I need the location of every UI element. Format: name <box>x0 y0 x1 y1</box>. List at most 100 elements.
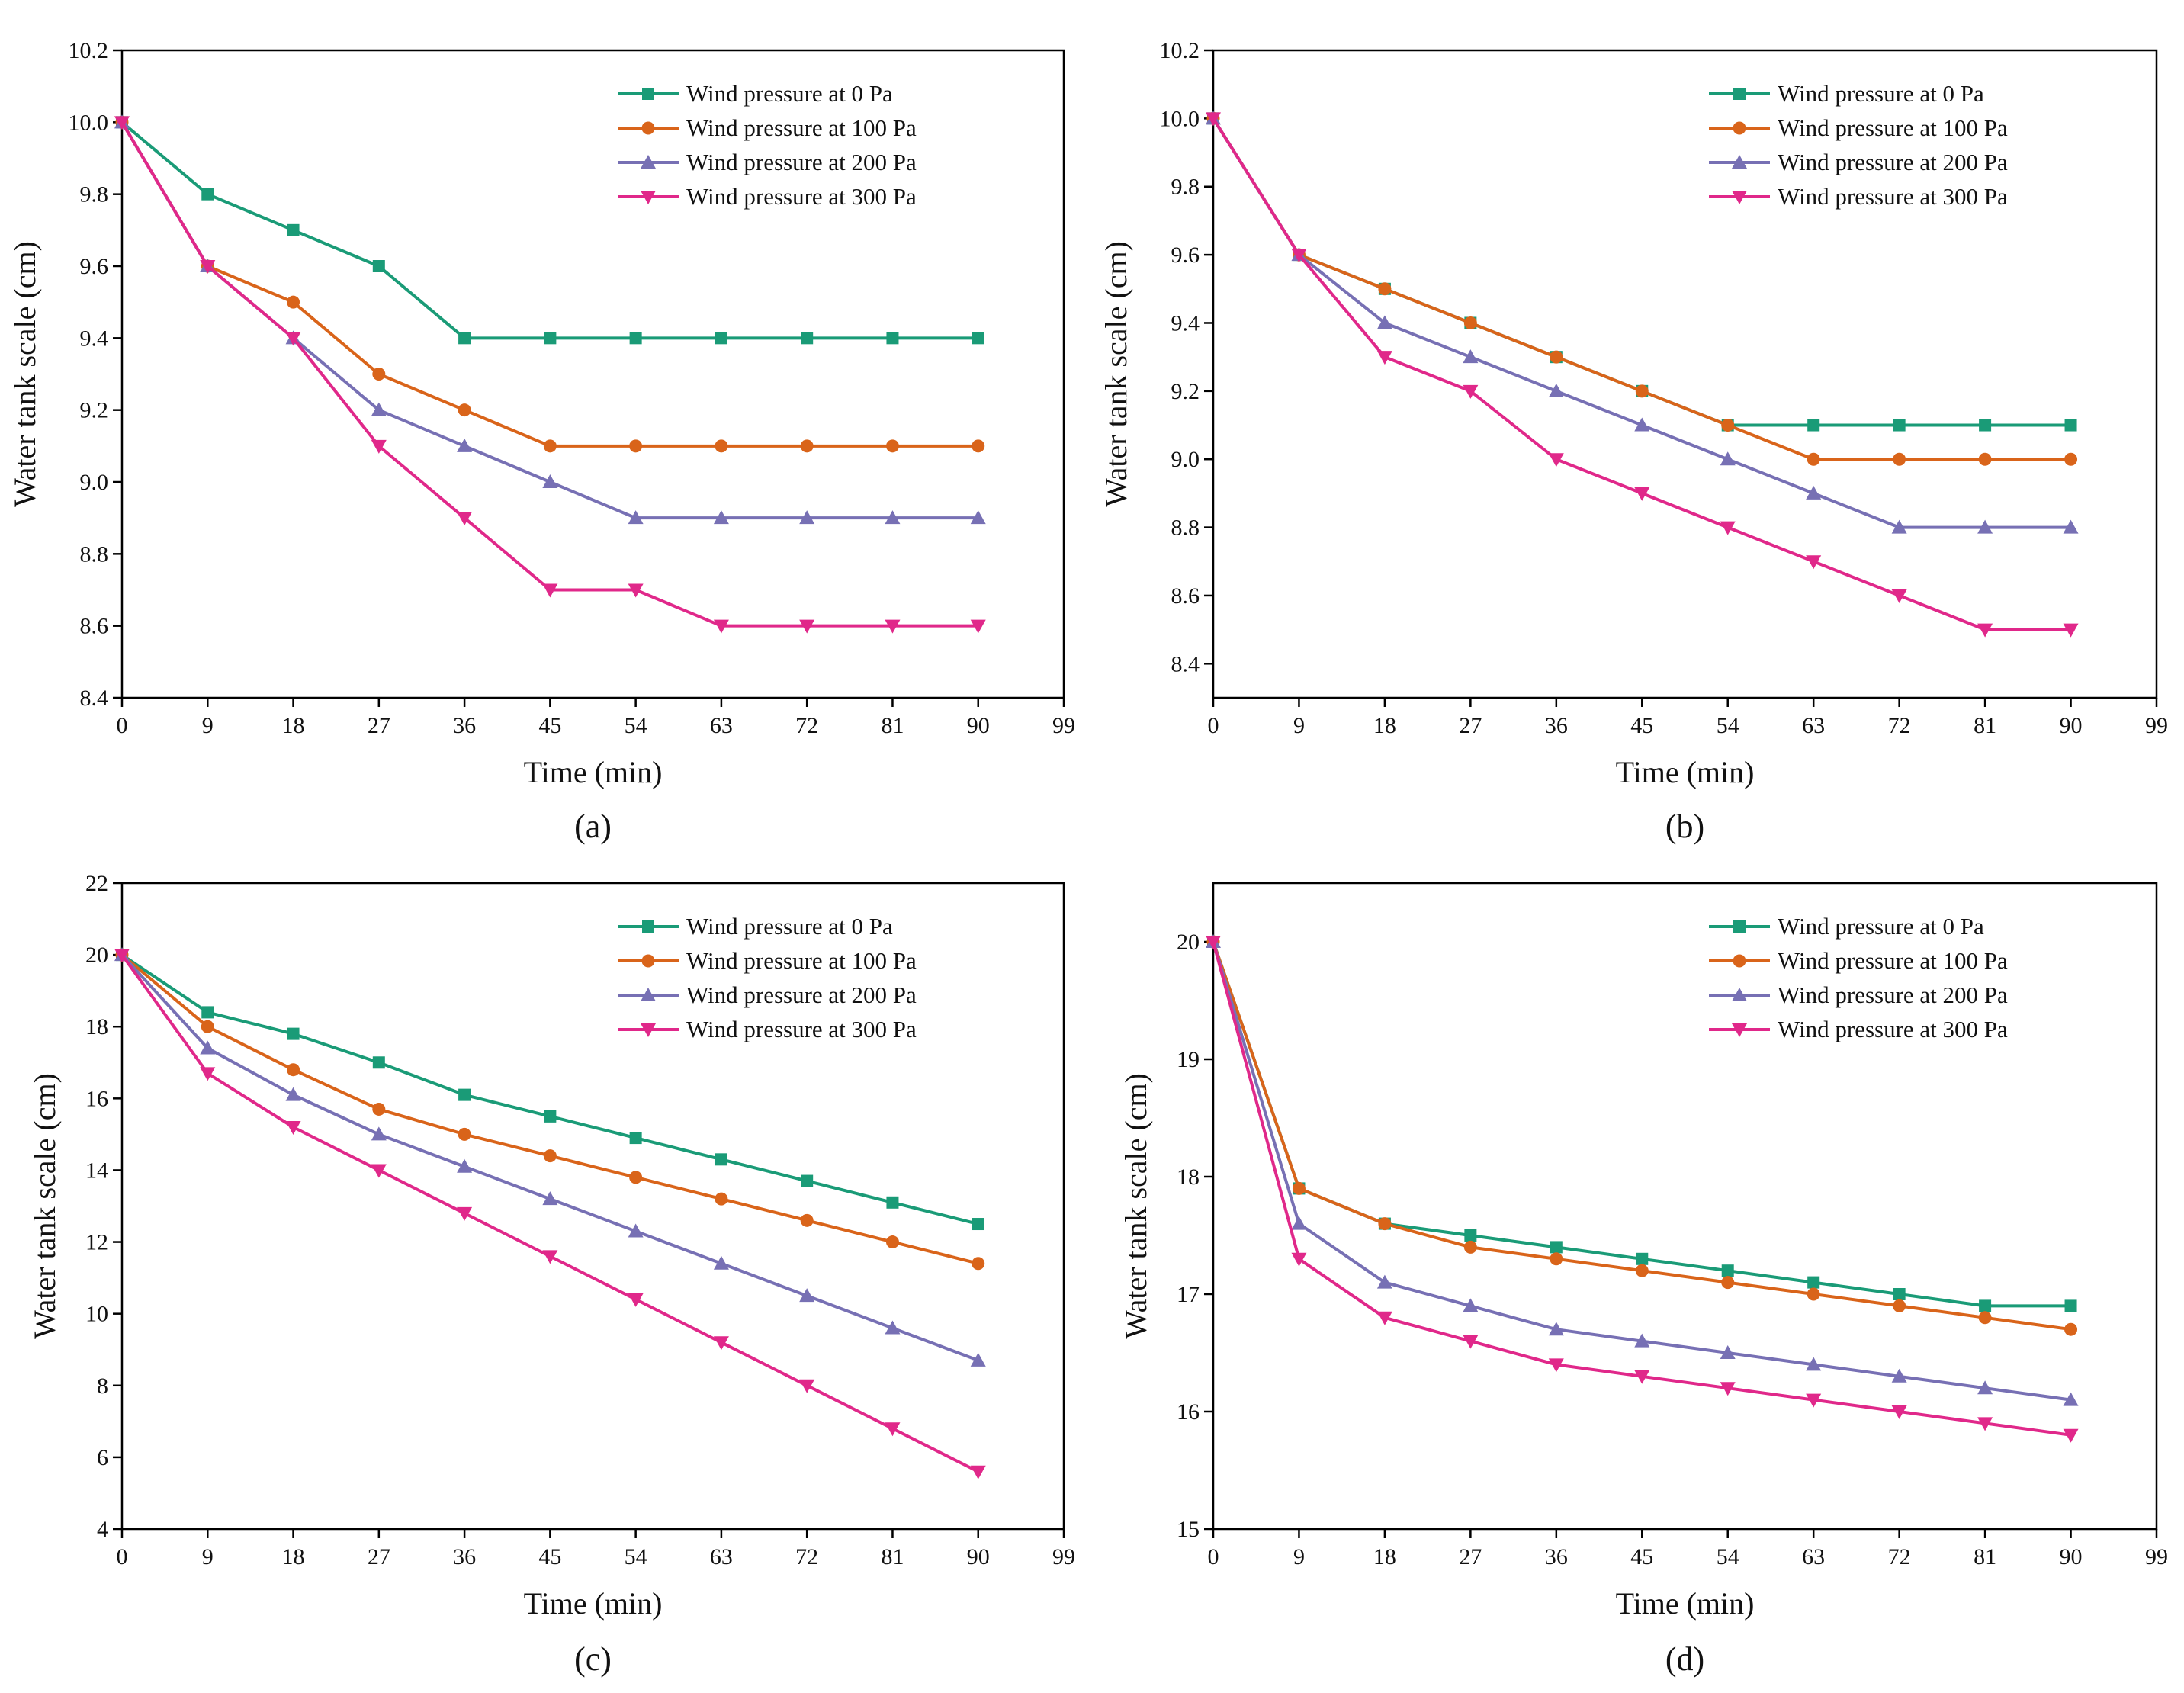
x-tick-label: 54 <box>625 713 647 738</box>
x-axis-title: Time (min) <box>1616 1586 1755 1621</box>
y-tick-label: 8.6 <box>1171 583 1200 609</box>
x-tick-label: 9 <box>202 1544 214 1569</box>
data-point <box>287 1027 300 1040</box>
data-point <box>372 1102 386 1116</box>
data-point <box>201 188 214 201</box>
data-point <box>457 1158 473 1173</box>
legend-label: Wind pressure at 300 Pa <box>1778 183 2008 210</box>
data-point <box>1634 417 1650 432</box>
x-tick-label: 36 <box>1545 1544 1568 1569</box>
legend: Wind pressure at 0 Pa Wind pressure at 10… <box>618 80 917 210</box>
data-point <box>1206 112 1221 127</box>
x-tick-label: 36 <box>1545 713 1568 738</box>
x-tick-label: 9 <box>1293 1544 1305 1569</box>
data-point <box>544 332 557 345</box>
legend-label: Wind pressure at 0 Pa <box>1778 80 1984 107</box>
data-point <box>201 1006 214 1019</box>
data-point <box>1463 384 1479 399</box>
legend-swatch-marker <box>641 988 656 1001</box>
x-tick-label: 9 <box>202 713 214 738</box>
data-point <box>1979 419 1992 432</box>
data-point <box>1977 623 1993 638</box>
data-point <box>1806 485 1822 500</box>
data-point <box>287 223 300 236</box>
x-tick-label: 90 <box>967 713 990 738</box>
y-tick-label: 22 <box>85 871 108 896</box>
legend-label: Wind pressure at 100 Pa <box>1778 947 2008 974</box>
data-point <box>885 510 901 525</box>
data-point <box>713 1336 729 1351</box>
data-point <box>629 1171 643 1184</box>
data-point <box>457 438 473 452</box>
data-point <box>885 1320 901 1335</box>
legend-label: Wind pressure at 100 Pa <box>1778 114 2008 141</box>
data-point <box>715 332 727 345</box>
data-point <box>2064 419 2077 432</box>
data-point <box>1636 1252 1649 1265</box>
legend-swatch-marker <box>641 954 655 968</box>
data-point <box>1977 519 1993 534</box>
x-tick-label: 0 <box>117 713 128 738</box>
legend-label: Wind pressure at 300 Pa <box>1778 1016 2008 1042</box>
x-tick-label: 81 <box>1974 713 1996 738</box>
x-tick-label: 18 <box>282 713 305 738</box>
data-point <box>200 260 216 274</box>
data-point <box>543 1149 557 1163</box>
x-axis-title: Time (min) <box>524 755 663 789</box>
y-tick-label: 10.0 <box>1160 106 1200 131</box>
data-point <box>970 1465 986 1479</box>
series-3 <box>114 116 986 634</box>
legend-swatch-marker <box>642 920 654 933</box>
legend-swatch-marker <box>641 191 656 204</box>
data-point <box>1548 1358 1564 1373</box>
y-tick-label: 9.4 <box>1171 310 1200 336</box>
y-tick-label: 8.8 <box>80 541 109 567</box>
data-point <box>713 619 729 634</box>
y-tick-label: 10 <box>85 1302 108 1327</box>
x-tick-label: 45 <box>538 1544 561 1569</box>
data-point <box>1635 384 1649 398</box>
data-point <box>114 949 130 963</box>
data-point <box>1548 383 1564 397</box>
data-point <box>970 619 986 634</box>
x-tick-label: 81 <box>881 713 904 738</box>
data-point <box>1378 282 1392 296</box>
data-point <box>715 439 728 453</box>
series-1 <box>115 948 985 1271</box>
chart-panel-b: 0 9 18 27 36 45 54 63 72 81 90 99 8.4 8.6 8.8 9.0 9.2 9.4… <box>1099 38 2168 845</box>
data-point <box>801 1174 814 1187</box>
data-point <box>1376 315 1392 329</box>
data-point <box>1807 1276 1820 1289</box>
x-tick-label: 90 <box>2060 713 2083 738</box>
data-point <box>1635 1264 1649 1277</box>
legend-swatch-marker <box>642 88 654 100</box>
x-tick-label: 18 <box>282 1544 305 1569</box>
data-point <box>799 510 815 525</box>
data-point <box>371 1126 387 1141</box>
data-point <box>2063 623 2079 638</box>
panel-caption: (d) <box>1665 1640 1704 1678</box>
data-point <box>371 402 387 416</box>
legend: Wind pressure at 0 Pa Wind pressure at 10… <box>1709 913 2008 1042</box>
data-point <box>1292 1181 1306 1195</box>
data-point <box>886 332 899 345</box>
legend-swatch-marker <box>1732 1023 1747 1037</box>
legend-label: Wind pressure at 300 Pa <box>686 1016 917 1042</box>
x-tick-label: 99 <box>1052 713 1075 738</box>
data-point <box>1720 1382 1736 1396</box>
data-point <box>629 1132 642 1145</box>
legend-label: Wind pressure at 300 Pa <box>686 183 917 210</box>
data-point <box>1807 452 1820 466</box>
data-point <box>114 116 130 130</box>
data-point <box>1548 1322 1564 1336</box>
data-point <box>628 1223 644 1238</box>
x-tick-label: 90 <box>2060 1544 2083 1569</box>
series-3 <box>1206 112 2079 638</box>
x-tick-label: 36 <box>453 1544 476 1569</box>
data-point <box>1550 350 1563 364</box>
data-point <box>1376 1274 1392 1289</box>
data-point <box>1378 1217 1392 1231</box>
data-point <box>885 1235 899 1249</box>
data-point <box>1977 1417 1993 1431</box>
data-point <box>200 1040 216 1055</box>
